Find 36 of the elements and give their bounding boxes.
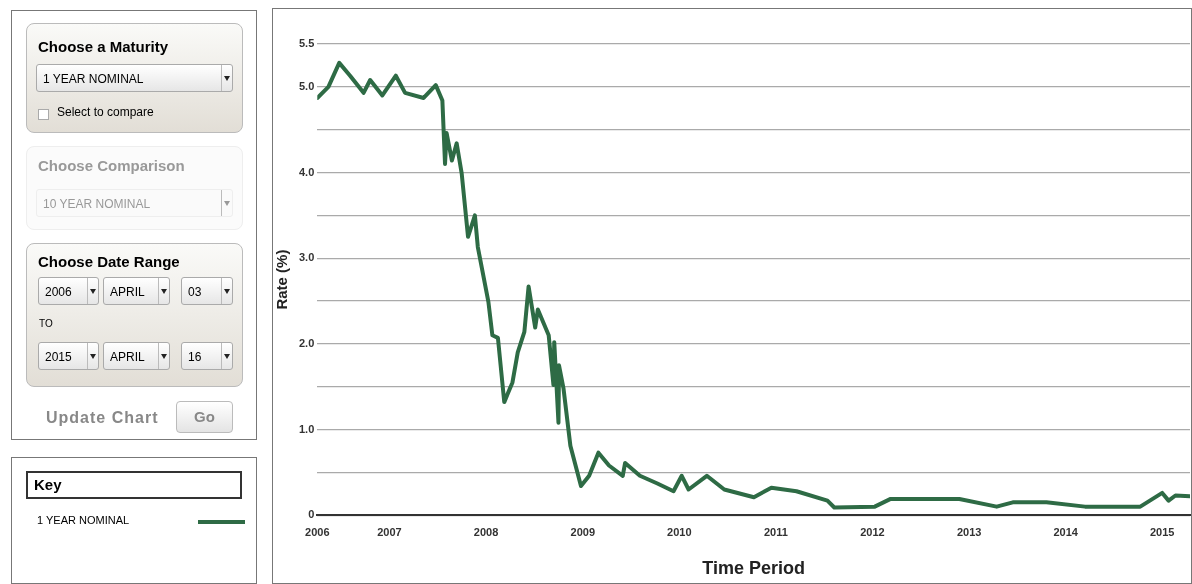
x-tick-label: 2013 (956, 525, 982, 538)
legend-title: Key (26, 471, 242, 499)
text: 1 YEAR NOMINAL (36, 64, 233, 92)
text: Update Chart (46, 409, 159, 427)
x-tick-label: 2012 (860, 525, 885, 538)
text: 16 (181, 342, 233, 370)
text: 2015 (38, 342, 99, 370)
text: 03 (181, 277, 233, 305)
text: APRIL (103, 277, 170, 305)
y-axis-title: Rate (%) (273, 249, 291, 310)
x-tick-label: 2009 (570, 525, 596, 538)
x-tick-label: 2007 (377, 525, 402, 538)
x-tick-label: 2008 (473, 525, 499, 538)
text: TO (39, 318, 53, 329)
text: APRIL (103, 342, 170, 370)
text: Choose a Maturity (38, 38, 169, 55)
y-tick-label: 5.5 (298, 37, 315, 50)
y-tick-label: 3.0 (298, 251, 315, 264)
text: 1 YEAR NOMINAL (37, 514, 130, 526)
x-tick-label: 2011 (763, 525, 788, 538)
text: Choose Date Range (38, 253, 180, 270)
text: Select to compare (57, 105, 154, 119)
y-tick-label: 2.0 (298, 336, 315, 349)
x-tick-label: 2006 (305, 525, 330, 538)
y-tick-label: 5.0 (298, 79, 315, 92)
text: 2006 (38, 277, 99, 305)
text: Choose Comparison (38, 157, 185, 174)
text: 10 YEAR NOMINAL (36, 189, 233, 217)
y-tick-label: 0 (308, 508, 315, 521)
y-tick-label: 4.0 (298, 165, 315, 178)
x-tick-label: 2014 (1053, 525, 1079, 538)
x-tick-label: 2015 (1149, 525, 1175, 538)
x-axis-title: Time Period (702, 558, 805, 579)
text: Go (176, 401, 233, 433)
y-tick-label: 1.0 (298, 422, 315, 435)
x-tick-label: 2010 (667, 525, 692, 538)
